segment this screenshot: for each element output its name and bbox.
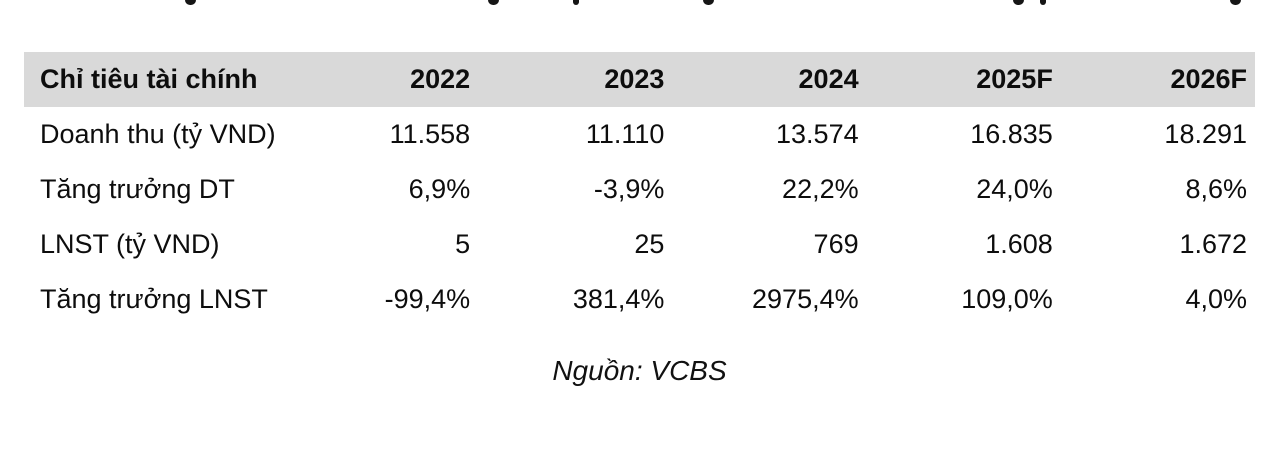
cropped-text-fragment xyxy=(488,0,499,5)
cell-value: 1.672 xyxy=(1179,229,1248,259)
cell-value: 8,6% xyxy=(1185,174,1248,204)
cell-value: 25 xyxy=(634,229,665,259)
table-row-net-profit-growth: Tăng trưởng LNST -99,4% 381,4% 2975,4% 1… xyxy=(24,272,1255,327)
table-row-net-profit: LNST (tỷ VND) 5 25 769 1.608 1.672 xyxy=(24,217,1255,272)
cell-value: 4,0% xyxy=(1185,284,1248,314)
table-row-revenue: Doanh thu (tỷ VND) 11.558 11.110 13.574 … xyxy=(24,107,1255,162)
cell-value: 24,0% xyxy=(976,174,1053,204)
cell-value: 18.291 xyxy=(1164,119,1248,149)
cropped-text-fragment xyxy=(1040,0,1046,5)
cell-value: 5 xyxy=(455,229,471,259)
cell-value: 16.835 xyxy=(970,119,1053,149)
cell-value: 769 xyxy=(813,229,859,259)
header-cell-2026f: 2026F xyxy=(1170,64,1248,94)
table-header-row: Chỉ tiêu tài chính 2022 2023 2024 2025F … xyxy=(24,52,1255,107)
cell-value: -3,9% xyxy=(593,174,665,204)
cropped-text-fragment xyxy=(703,0,714,5)
row-label: Doanh thu (tỷ VND) xyxy=(40,119,276,149)
header-cell-2023: 2023 xyxy=(604,64,665,94)
row-label: Tăng trưởng DT xyxy=(40,174,235,204)
header-cell-2024: 2024 xyxy=(798,64,859,94)
row-label: LNST (tỷ VND) xyxy=(40,229,220,259)
cell-value: 6,9% xyxy=(408,174,471,204)
cell-value: -99,4% xyxy=(384,284,471,314)
cropped-title-fragments xyxy=(0,0,1280,6)
cropped-text-fragment xyxy=(1013,0,1024,5)
cell-value: 22,2% xyxy=(782,174,859,204)
cell-value: 11.110 xyxy=(585,119,665,149)
cell-value: 1.608 xyxy=(985,229,1053,259)
cropped-text-fragment xyxy=(185,0,196,5)
cell-value: 11.558 xyxy=(389,119,471,149)
header-cell-2025f: 2025F xyxy=(976,64,1053,94)
cell-value: 381,4% xyxy=(572,284,665,314)
cell-value: 109,0% xyxy=(961,284,1053,314)
cropped-text-fragment xyxy=(573,0,579,5)
header-cell-2022: 2022 xyxy=(410,64,471,94)
row-label: Tăng trưởng LNST xyxy=(40,284,268,314)
header-cell-label: Chỉ tiêu tài chính xyxy=(40,64,258,94)
financial-table: Chỉ tiêu tài chính 2022 2023 2024 2025F … xyxy=(24,52,1255,327)
cell-value: 13.574 xyxy=(776,119,859,149)
source-note: Nguồn: VCBS xyxy=(552,355,727,386)
cropped-text-fragment xyxy=(1230,0,1241,5)
cell-value: 2975,4% xyxy=(752,284,859,314)
table-row-revenue-growth: Tăng trưởng DT 6,9% -3,9% 22,2% 24,0% 8,… xyxy=(24,162,1255,217)
